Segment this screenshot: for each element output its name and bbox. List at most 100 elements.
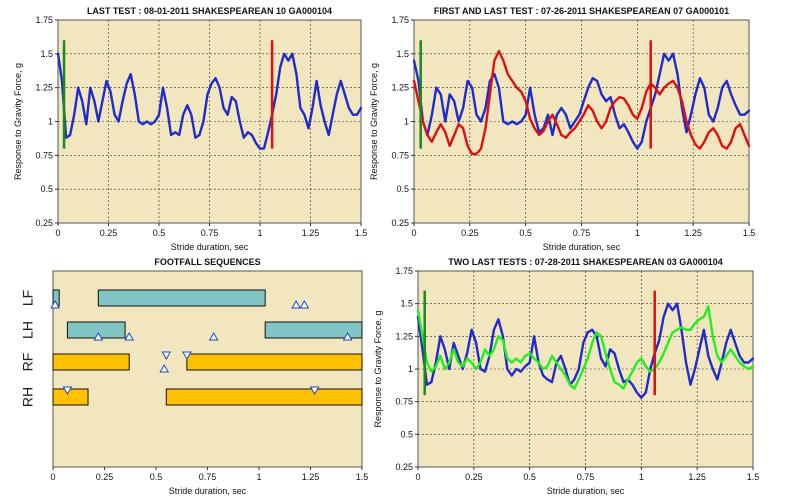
x-tick-label: 0.75 [577,472,595,482]
x-tick-label: 0.25 [465,472,483,482]
tick-labels: 0 0.25 0.5 0.75 1 1.25 1.50.250.50.7511.251.51… [395,266,759,482]
y-tick-label: 0.25 [395,462,413,472]
chart-title: FIRST AND LAST TEST : 07-26-2011 SHAKESP… [434,6,729,16]
x-tick-label: 0.75 [573,228,591,238]
chart-marks [56,40,363,150]
x-tick-label: 0.25 [100,228,118,238]
stance-bar-rh [165,388,363,406]
footfall-event-triangle [299,299,310,309]
x-tick-label: 0 [415,472,420,482]
tick-labels: 0 0.25 0.5 0.75 1 1.25 1.50.250.50.7511.251.51… [35,15,367,238]
x-tick-label: 1 [635,228,640,238]
x-axis-label: Stride duration, sec [169,486,247,496]
y-tick-label: 1.75 [391,15,409,25]
y-tick-label: 0.75 [35,150,53,160]
leg-label-rh: RH [20,387,36,407]
footfall-event-triangle [161,351,172,361]
y-tick-label: 0.25 [391,218,409,228]
x-axis-label: Stride duration, sec [543,242,621,252]
x-tick-label: 0.5 [519,228,532,238]
stance-bar-rf [52,353,130,371]
x-tick-label: 1 [256,472,261,482]
y-tick-label: 1 [48,117,53,127]
stance-bar-lf [97,289,266,307]
x-tick-label: 0.25 [96,472,114,482]
chart-marks [412,40,751,156]
x-tick-label: 1.25 [688,472,706,482]
chart-title: FOOTFALL SEQUENCES [154,257,260,267]
leg-label-lf: LF [20,290,36,306]
leg-label-rf: RF [20,353,36,372]
x-tick-label: 1 [639,472,644,482]
y-tick-label: 0.75 [391,150,409,160]
footfall-event-triangle [208,331,219,341]
x-tick-label: 0.75 [201,228,219,238]
chart-title: TWO LAST TESTS : 07-28-2011 SHAKESPEAREA… [448,257,723,267]
y-tick-label: 1.25 [35,83,53,93]
x-tick-label: 0 [55,228,60,238]
x-tick-label: 0.5 [153,228,166,238]
x-tick-label: 1.5 [747,472,760,482]
y-tick-label: 1.5 [40,49,53,59]
footfall-event-triangle [124,331,135,341]
y-axis-label: Response to Gravity Force, g [369,63,379,180]
chart-last-test: 0 0.25 0.5 0.75 1 1.25 1.50.250.50.7511.251.51… [13,6,367,252]
tick-labels: 0 0.25 0.5 0.75 1 1.25 1.5 LF LH RF RH [20,290,369,482]
chart-marks [416,290,755,399]
x-tick-label: 1 [257,228,262,238]
y-tick-label: 1.5 [400,299,413,309]
x-tick-label: 1.5 [743,228,756,238]
tick-labels: 0 0.25 0.5 0.75 1 1.25 1.50.250.50.7511.251.51… [391,15,755,238]
x-tick-label: 0.5 [150,472,163,482]
y-tick-label: 1.25 [391,83,409,93]
series-line-1 [412,49,751,156]
footfall-event-triangle [291,299,301,309]
series-line-0 [416,302,755,399]
x-tick-label: 0.75 [199,472,217,482]
chart-two-last-tests: 0 0.25 0.5 0.75 1 1.25 1.50.250.50.7511.251.51… [373,257,759,496]
chart-footfall-sequences: 0 0.25 0.5 0.75 1 1.25 1.5 LF LH RF RH FOOTFALL SE… [20,257,369,496]
y-axis-label: Response to Gravity Force, g [373,310,383,427]
grid-lines [418,271,753,467]
chart-title: LAST TEST : 08-01-2011 SHAKESPEAREAN 10 … [87,6,332,16]
series-line-1 [416,305,755,390]
series-line-0 [412,52,751,150]
footfall-event-triangle [159,363,170,373]
footfall-event-triangle [342,331,353,341]
stance-bar-lh [264,321,363,339]
x-tick-label: 1.25 [684,228,702,238]
x-tick-label: 0 [411,228,416,238]
y-tick-label: 1.5 [396,49,409,59]
y-tick-label: 0.75 [395,397,413,407]
x-tick-label: 1.5 [355,228,368,238]
y-tick-label: 1 [404,117,409,127]
y-tick-label: 1.75 [35,15,53,25]
grid-lines [414,20,749,223]
footfall-event-triangle [182,351,192,361]
x-tick-label: 0.5 [523,472,536,482]
y-tick-label: 1.75 [395,266,413,276]
footfall-event-triangle [50,299,60,309]
chart-first-and-last-test: 0 0.25 0.5 0.75 1 1.25 1.50.250.50.7511.251.51… [369,6,755,252]
stance-bar-rh [52,388,89,406]
y-tick-label: 1.25 [395,331,413,341]
series-line-0 [56,52,363,150]
y-tick-label: 0.25 [35,218,53,228]
y-tick-label: 1 [408,364,413,374]
x-axis-label: Stride duration, sec [171,242,249,252]
footfall-event-triangle [309,386,320,396]
y-tick-label: 0.5 [40,184,53,194]
x-tick-label: 0 [50,472,55,482]
x-tick-label: 1.5 [356,472,369,482]
y-tick-label: 0.5 [396,184,409,194]
footfall-event-triangle [62,386,73,396]
stance-bar-rf [186,353,363,371]
y-tick-label: 0.5 [400,429,413,439]
leg-label-lh: LH [20,321,36,339]
x-axis-label: Stride duration, sec [547,486,625,496]
footfall-event-triangle [93,331,104,341]
chart-marks [50,289,363,406]
x-tick-label: 1.25 [302,228,320,238]
x-tick-label: 1.25 [302,472,320,482]
